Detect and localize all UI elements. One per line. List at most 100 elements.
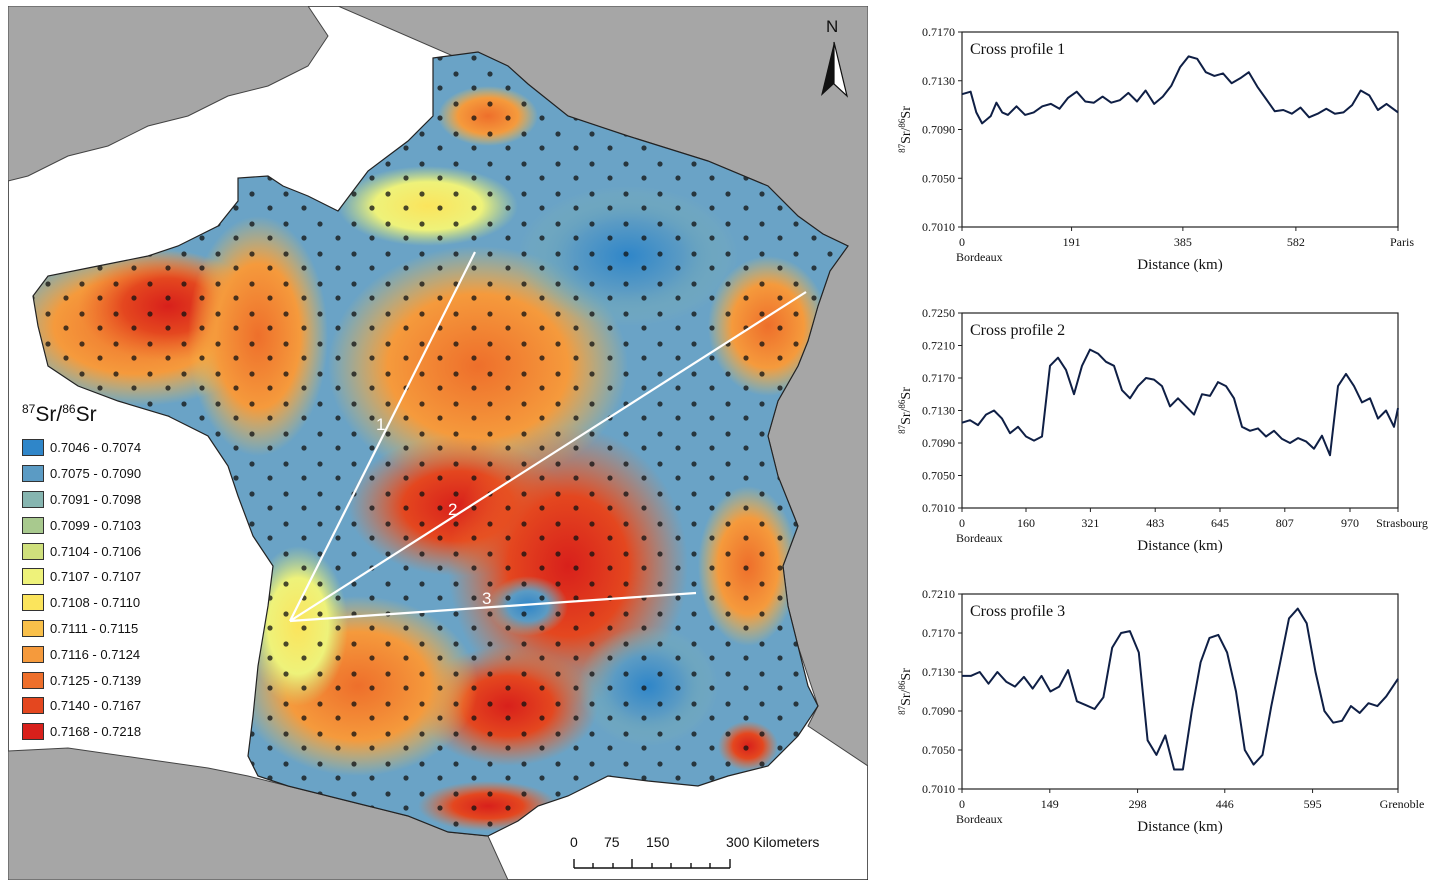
y-tick-label: 0.7010 (922, 220, 955, 234)
y-axis-label: 87Sr/86Sr (897, 668, 914, 715)
legend-label: 0.7104 - 0.7106 (50, 543, 142, 559)
y-axis-label: 87Sr/86Sr (897, 106, 914, 153)
legend-swatch (22, 619, 44, 637)
legend-row: 0.7116 - 0.7124 (16, 641, 192, 667)
transect-label-3: 3 (482, 589, 491, 608)
legend-swatch (22, 671, 44, 689)
profile-title: Cross profile 1 (970, 41, 1065, 58)
x-tick-label: 321 (1081, 516, 1099, 530)
y-tick-label: 0.7130 (922, 74, 955, 88)
legend-title: 87Sr/86Sr (22, 402, 97, 426)
y-tick-label: 0.7010 (922, 782, 955, 796)
legend-label: 0.7108 - 0.7110 (50, 595, 141, 611)
transect-label-1: 1 (376, 415, 385, 434)
legend-label: 0.7099 - 0.7103 (50, 517, 142, 533)
legend: 87Sr/86Sr 0.7046 - 0.7074 0.7075 - 0.7090… (16, 402, 192, 745)
north-arrow: N (821, 17, 849, 98)
y-tick-label: 0.7170 (922, 25, 955, 39)
legend-label: 0.7091 - 0.7098 (50, 491, 142, 507)
profile-series-line (961, 55, 1399, 125)
cross-profile-3-panel: 0.7210 0.7170 0.7130 0.7090 0.7050 0.7010 0 149… (872, 584, 1448, 860)
legend-swatch (22, 697, 44, 715)
legend-swatch (22, 645, 44, 663)
legend-swatch (22, 594, 44, 612)
end-location-label: Grenoble (1380, 797, 1425, 811)
y-tick-label: 0.7130 (922, 665, 955, 679)
transect-lines (289, 251, 807, 623)
legend-row: 0.7140 - 0.7167 (16, 693, 192, 719)
scale-tick-300: 300 Kilometers (726, 834, 820, 850)
legend-swatch (22, 516, 44, 534)
legend-row: 0.7168 - 0.7218 (16, 719, 192, 745)
legend-label: 0.7168 - 0.7218 (50, 724, 142, 740)
legend-label: 0.7116 - 0.7124 (50, 646, 141, 662)
x-tick-label: 385 (1174, 235, 1192, 249)
legend-label: 0.7075 - 0.7090 (50, 466, 142, 482)
end-location-label: Paris (1390, 235, 1414, 249)
legend-rows: 0.7046 - 0.7074 0.7075 - 0.7090 0.7091 - 0… (16, 435, 192, 745)
legend-row: 0.7099 - 0.7103 (16, 512, 192, 538)
cross-profile-1-chart: 0.7170 0.7130 0.7090 0.7050 0.7010 0 191 385 582… (897, 25, 1414, 273)
x-tick-label: 595 (1304, 797, 1322, 811)
x-tick-label: 191 (1063, 235, 1081, 249)
legend-label: 0.7125 - 0.7139 (50, 672, 142, 688)
plot-area (961, 312, 1399, 509)
profile-title: Cross profile 2 (970, 322, 1065, 339)
scale-tick-0: 0 (570, 834, 578, 850)
legend-swatch (22, 568, 44, 586)
x-tick-label: 970 (1341, 516, 1359, 530)
legend-row: 0.7104 - 0.7106 (16, 538, 192, 564)
legend-row: 0.7046 - 0.7074 (16, 435, 192, 461)
x-tick-label: 0 (959, 797, 965, 811)
cross-profile-1-panel: 0.7170 0.7130 0.7090 0.7050 0.7010 0 191 385 582… (872, 22, 1448, 298)
legend-row: 0.7075 - 0.7090 (16, 461, 192, 487)
x-tick-label: 149 (1041, 797, 1059, 811)
legend-row: 0.7125 - 0.7139 (16, 667, 192, 693)
x-tick-label: 0 (959, 516, 965, 530)
y-axis-label: 87Sr/86Sr (897, 387, 914, 434)
end-location-label: Strasbourg (1376, 516, 1428, 530)
legend-row: 0.7111 - 0.7115 (16, 616, 192, 642)
cross-profile-2-chart: 0.7250 0.7210 0.7170 0.7130 0.7090 0.7050 0.70… (897, 306, 1428, 554)
y-tick-label: 0.7090 (922, 123, 955, 137)
x-tick-label: 582 (1287, 235, 1305, 249)
britain-land (8, 6, 329, 182)
y-tick-label: 0.7090 (922, 704, 955, 718)
x-tick-label: 807 (1276, 516, 1294, 530)
y-tick-label: 0.7210 (922, 339, 955, 353)
scale-bar (573, 859, 731, 869)
scale-tick-75: 75 (604, 834, 620, 850)
profile-series-line (961, 348, 1399, 457)
y-tick-label: 0.7010 (922, 501, 955, 515)
north-label: N (826, 17, 838, 36)
x-tick-label: 0 (959, 235, 965, 249)
x-tick-label: 483 (1146, 516, 1164, 530)
start-location-label: Bordeaux (956, 531, 1003, 545)
x-tick-label: 645 (1211, 516, 1229, 530)
cross-profile-2-panel: 0.7250 0.7210 0.7170 0.7130 0.7090 0.7050 0.70… (872, 303, 1448, 579)
transect-label-2: 2 (448, 500, 457, 519)
legend-swatch (22, 465, 44, 483)
x-tick-label: 446 (1216, 797, 1234, 811)
start-location-label: Bordeaux (956, 812, 1003, 826)
legend-swatch (22, 490, 44, 508)
france-outline (32, 51, 849, 837)
y-tick-label: 0.7130 (922, 404, 955, 418)
y-tick-label: 0.7210 (922, 587, 955, 601)
cross-profile-3-chart: 0.7210 0.7170 0.7130 0.7090 0.7050 0.7010 0 149… (897, 587, 1425, 835)
legend-swatch (22, 542, 44, 560)
x-axis-label: Distance (km) (1137, 819, 1222, 835)
scale-tick-150: 150 (646, 834, 670, 850)
plot-area (961, 593, 1399, 790)
legend-swatch (22, 723, 44, 741)
y-tick-label: 0.7050 (922, 469, 955, 483)
y-tick-label: 0.7170 (922, 626, 955, 640)
x-axis-label: Distance (km) (1137, 257, 1222, 273)
y-tick-label: 0.7170 (922, 371, 955, 385)
y-tick-label: 0.7050 (922, 171, 955, 185)
plot-area (961, 31, 1399, 228)
legend-label: 0.7107 - 0.7107 (50, 569, 142, 585)
strontium-isoscape-map: 1 2 3 N (8, 6, 868, 880)
profile-series-line (962, 607, 1399, 771)
start-location-label: Bordeaux (956, 250, 1003, 264)
